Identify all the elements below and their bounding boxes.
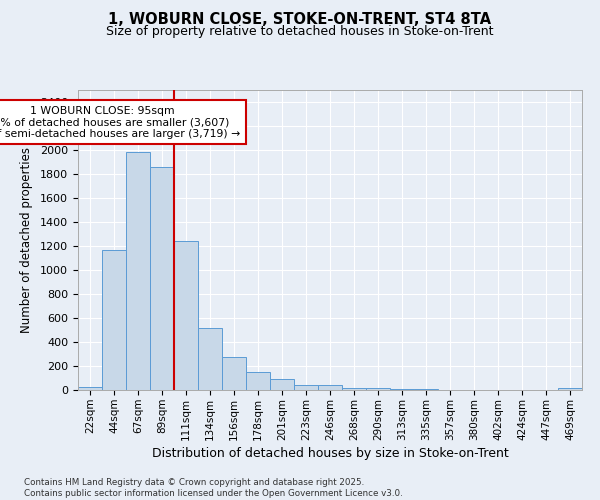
Text: 1 WOBURN CLOSE: 95sqm
← 49% of detached houses are smaller (3,607)
50% of semi-d: 1 WOBURN CLOSE: 95sqm ← 49% of detached … xyxy=(0,106,241,139)
Y-axis label: Number of detached properties: Number of detached properties xyxy=(20,147,33,333)
Bar xyxy=(342,388,366,390)
Bar xyxy=(222,357,246,390)
Bar xyxy=(126,152,150,390)
Bar xyxy=(246,372,270,390)
Bar xyxy=(78,387,102,390)
Bar xyxy=(150,167,174,390)
Bar xyxy=(294,384,318,390)
Bar xyxy=(102,250,126,390)
Text: Size of property relative to detached houses in Stoke-on-Trent: Size of property relative to detached ho… xyxy=(106,25,494,38)
Text: 1, WOBURN CLOSE, STOKE-ON-TRENT, ST4 8TA: 1, WOBURN CLOSE, STOKE-ON-TRENT, ST4 8TA xyxy=(109,12,491,28)
Bar xyxy=(174,241,198,390)
Bar xyxy=(366,388,390,390)
Bar xyxy=(558,388,582,390)
Bar xyxy=(198,328,222,390)
Bar xyxy=(270,379,294,390)
Bar xyxy=(318,384,342,390)
X-axis label: Distribution of detached houses by size in Stoke-on-Trent: Distribution of detached houses by size … xyxy=(152,446,508,460)
Text: Contains HM Land Registry data © Crown copyright and database right 2025.
Contai: Contains HM Land Registry data © Crown c… xyxy=(24,478,403,498)
